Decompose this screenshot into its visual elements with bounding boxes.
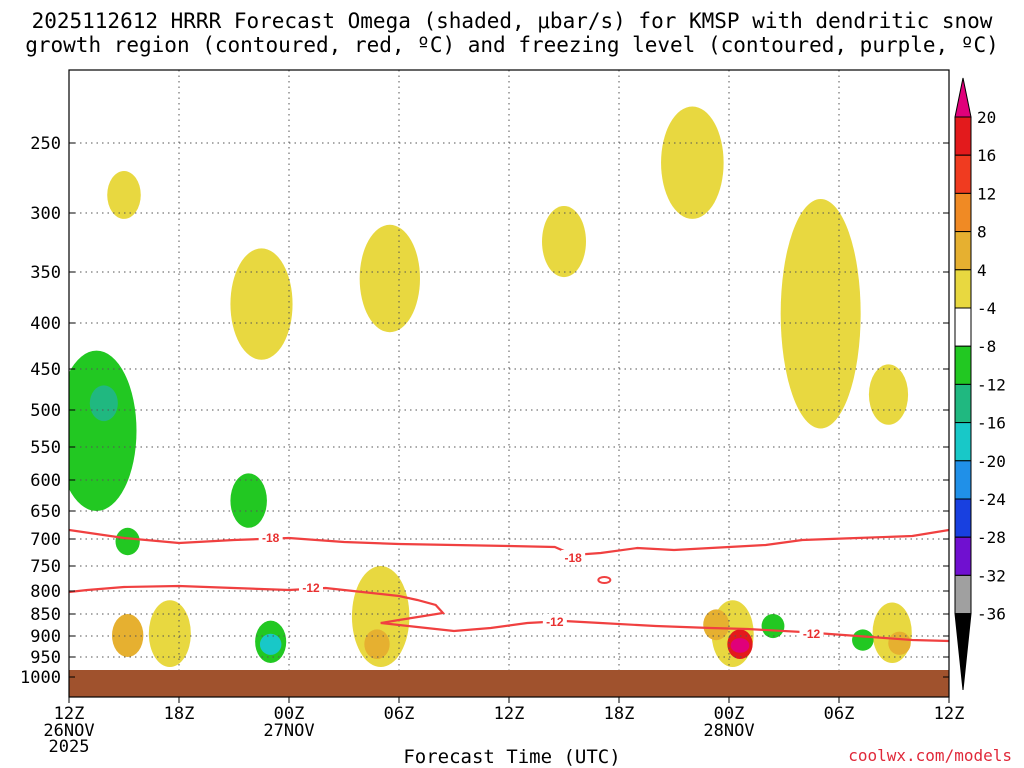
colorbar [954, 77, 972, 691]
y-tick-label: 700 [30, 530, 61, 550]
omega-region-8 [69, 350, 137, 511]
omega-region-22 [761, 614, 785, 639]
y-tick-label: 750 [30, 557, 61, 577]
colorbar-label: -12 [977, 375, 1006, 394]
omega-region-9 [89, 385, 118, 422]
title-line-1: 2025112612 HRRR Forecast Omega (shaded, … [31, 9, 993, 33]
isotherm-label-minus12: -12 [803, 627, 821, 641]
y-tick-label: 600 [30, 471, 61, 491]
colorbar-label: -20 [977, 452, 1006, 471]
colorbar-label: -28 [977, 528, 1006, 547]
colorbar-segment [954, 231, 972, 271]
omega-region-17 [111, 614, 144, 657]
y-tick-label: 300 [30, 204, 61, 224]
colorbar-segment [954, 116, 972, 156]
omega-region-24 [888, 631, 911, 655]
x-tick-date: 27NOV [263, 721, 314, 741]
x-tick-label: 18Z [164, 704, 195, 724]
colorbar-label: 20 [977, 108, 996, 127]
colorbar-label: -32 [977, 566, 1006, 585]
colorbar-label: 8 [977, 223, 987, 242]
colorbar-segment [954, 460, 972, 500]
omega-region-19 [703, 609, 730, 641]
colorbar-segment [954, 383, 972, 424]
colorbar-bottom-arrow [954, 613, 972, 691]
omega-region-21 [730, 638, 750, 653]
colorbar-segment [954, 536, 972, 576]
colorbar-segment [954, 498, 972, 538]
colorbar-segment [954, 422, 972, 462]
colorbar-label: -36 [977, 605, 1006, 624]
isotherm-label-minus12-bg [299, 580, 323, 594]
colorbar-label: -16 [977, 414, 1006, 433]
credit-link[interactable]: coolwx.com/models [848, 746, 1012, 765]
colorbar-label: 4 [977, 261, 987, 280]
x-tick-label: 18Z [604, 704, 635, 724]
title-line-2: growth region (contoured, red, ºC) and f… [25, 33, 999, 57]
y-tick-label: 400 [30, 314, 61, 334]
omega-region-2 [230, 248, 293, 360]
isotherm-label-minus12-bg [799, 626, 824, 640]
y-tick-label: 1000 [20, 668, 61, 688]
omega-region-4 [542, 206, 586, 278]
x-tick-year: 2025 [49, 737, 90, 757]
terrain-ground [69, 670, 949, 697]
x-tick-label: 12Z [494, 704, 525, 724]
x-tick-label: 00Z [714, 704, 745, 724]
omega-region-6 [780, 199, 861, 429]
colorbar-top-arrow [954, 77, 972, 118]
colorbar-label: 16 [977, 146, 996, 165]
y-tick-label: 650 [30, 502, 61, 522]
colorbar-label: -8 [977, 337, 996, 356]
omega-region-11 [230, 473, 267, 528]
isotherm-label-minus12: -12 [302, 581, 320, 595]
omega-region-23 [872, 602, 912, 663]
x-tick-date: 26NOV [43, 721, 94, 741]
x-tick-label: 12Z [54, 704, 85, 724]
x-axis-label: Forecast Time (UTC) [403, 746, 621, 768]
omega-region-16 [148, 600, 191, 667]
colorbar-segment [954, 345, 972, 385]
isotherm-label-minus18: -18 [564, 551, 582, 565]
colorbar-label: -24 [977, 490, 1006, 509]
isotherm-label-minus12-bg [542, 614, 567, 628]
y-tick-label: 250 [30, 134, 61, 154]
y-tick-label: 450 [30, 360, 61, 380]
isotherm-label-minus18-bg [258, 530, 283, 544]
isotherm-label-minus18: -18 [262, 531, 280, 545]
x-tick-label: 06Z [824, 704, 855, 724]
isotherm-minus12 [69, 584, 949, 643]
omega-region-3 [359, 224, 420, 333]
x-tick-label: 12Z [934, 704, 965, 724]
omega-region-13 [259, 633, 282, 655]
y-tick-label: 850 [30, 605, 61, 625]
omega-region-15 [364, 629, 390, 659]
x-tick-label: 00Z [274, 704, 305, 724]
y-tick-label: 900 [30, 627, 61, 647]
y-tick-label: 500 [30, 401, 61, 421]
colorbar-segment [954, 192, 972, 233]
x-tick-label: 06Z [384, 704, 415, 724]
x-tick-date: 28NOV [703, 721, 754, 741]
omega-region-7 [868, 364, 909, 425]
isotherm-small-loop [597, 576, 612, 584]
colorbar-label: -4 [977, 299, 996, 318]
y-tick-label: 550 [30, 438, 61, 458]
omega-region-10 [115, 527, 140, 556]
isotherm-label-minus12: -12 [546, 615, 564, 629]
colorbar-label: 12 [977, 184, 996, 203]
colorbar-segment [954, 574, 972, 615]
omega-region-25 [852, 629, 874, 651]
colorbar-segment [954, 269, 972, 309]
y-tick-label: 950 [30, 648, 61, 668]
omega-region-1 [107, 171, 141, 219]
colorbar-segment [954, 307, 972, 347]
y-tick-label: 350 [30, 263, 61, 283]
colorbar-segment [954, 154, 972, 194]
omega-region-5 [661, 106, 724, 219]
isotherm-label-minus18-bg [561, 550, 586, 564]
y-tick-label: 800 [30, 582, 61, 602]
